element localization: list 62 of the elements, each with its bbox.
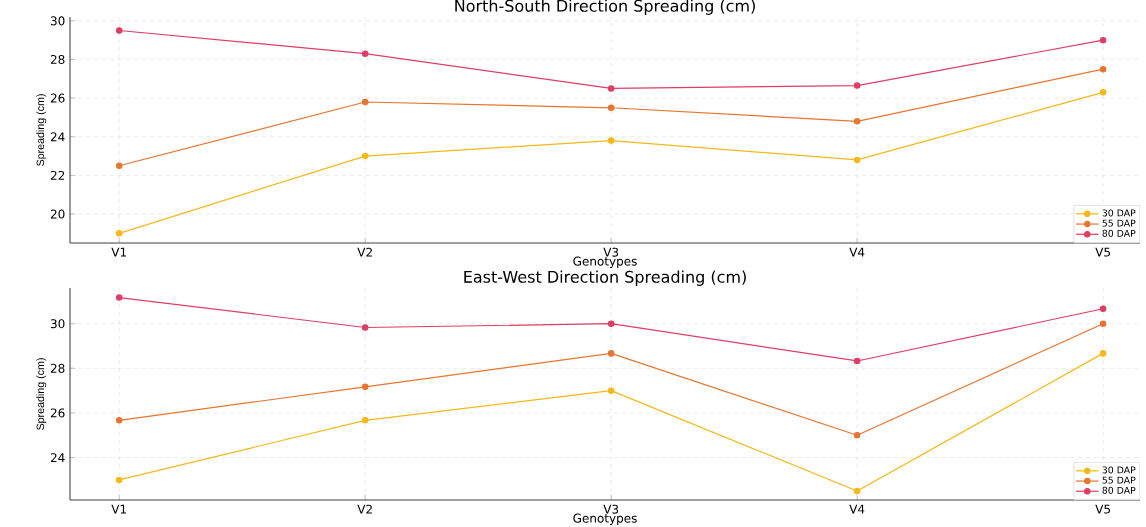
point — [361, 324, 369, 331]
legend-label: 30 DAP — [1102, 466, 1136, 474]
point — [115, 476, 123, 484]
point — [607, 137, 615, 144]
x-tick-label: V1 — [111, 247, 127, 257]
point — [1099, 320, 1107, 327]
point — [1099, 305, 1107, 313]
point — [115, 230, 123, 237]
point — [1099, 65, 1107, 73]
y-axis-title: Spreading (cm) — [36, 358, 47, 430]
point — [607, 387, 615, 394]
x-tick-label: V3 — [603, 504, 619, 514]
x-tick-label: V3 — [603, 247, 619, 257]
point — [115, 294, 123, 301]
x-tick-label: V4 — [849, 247, 865, 257]
x-axis-title: Genotypes — [573, 256, 637, 268]
legend-label: 80 DAP — [1102, 486, 1136, 494]
y-tick-label: 24 — [50, 453, 65, 463]
legend-label: 80 DAP — [1102, 229, 1136, 237]
point — [115, 417, 123, 424]
x-axis-title: Genotypes — [573, 513, 637, 525]
x-tick-label: V4 — [849, 504, 865, 514]
point — [607, 320, 615, 327]
y-tick-label: 30 — [50, 16, 65, 26]
point — [361, 152, 369, 160]
y-tick-label: 30 — [50, 319, 65, 329]
x-tick-label: V2 — [357, 247, 372, 257]
y-tick-label: 24 — [50, 132, 65, 142]
y-axis-title: Spreading (cm) — [36, 94, 47, 166]
point — [361, 417, 369, 424]
legend-label: 55 DAP — [1102, 219, 1136, 227]
point — [607, 350, 615, 357]
point — [607, 85, 615, 92]
legend-label: 55 DAP — [1102, 476, 1136, 484]
point — [361, 383, 369, 391]
point — [853, 156, 861, 164]
x-tick-label: V5 — [1095, 504, 1110, 514]
point — [115, 162, 123, 169]
point — [853, 82, 861, 89]
y-tick-label: 26 — [50, 408, 65, 418]
y-tick-label: 28 — [50, 363, 65, 373]
y-tick-label: 28 — [50, 54, 65, 65]
point — [853, 357, 861, 365]
y-tick-label: 22 — [50, 170, 65, 180]
point — [115, 27, 123, 34]
point — [1099, 36, 1107, 44]
point — [853, 487, 861, 495]
x-tick-label: V5 — [1095, 247, 1110, 257]
chart-title: East-West Direction Spreading (cm) — [464, 270, 746, 286]
point — [1099, 350, 1107, 357]
point — [361, 98, 369, 106]
y-tick-label: 26 — [50, 93, 65, 103]
y-tick-label: 20 — [50, 209, 65, 219]
point — [1099, 89, 1107, 96]
x-tick-label: V2 — [357, 504, 372, 514]
chart-title: North-South Direction Spreading (cm) — [455, 0, 755, 15]
point — [607, 104, 615, 112]
point — [853, 432, 861, 439]
point — [361, 50, 369, 57]
x-tick-label: V1 — [111, 504, 127, 514]
legend-label: 30 DAP — [1102, 209, 1136, 217]
point — [853, 118, 861, 125]
